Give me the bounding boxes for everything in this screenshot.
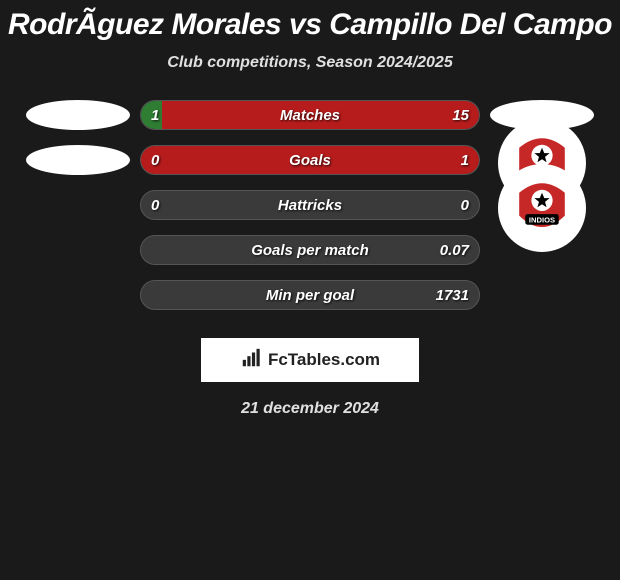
stat-bar: Goals per match 0.07: [140, 235, 480, 265]
branding-text: FcTables.com: [268, 350, 380, 370]
player-oval-left: [26, 100, 130, 130]
spacer: [26, 190, 130, 220]
spacer: [26, 280, 130, 310]
stat-row: Min per goal 1731: [0, 280, 620, 310]
stat-label: Goals per match: [141, 242, 479, 259]
page-title: RodrÃ­guez Morales vs Campillo Del Campo: [0, 8, 620, 42]
stat-row: 0 Hattricks 0 INDIOS: [0, 190, 620, 220]
stat-label: Goals: [141, 152, 479, 169]
team-logo-wrap: INDIOS: [490, 190, 594, 220]
stat-label: Matches: [141, 107, 479, 124]
stat-bar: Min per goal 1731: [140, 280, 480, 310]
stat-bar: 0 Hattricks 0: [140, 190, 480, 220]
svg-text:INDIOS: INDIOS: [529, 215, 555, 224]
team-logo: INDIOS: [498, 164, 586, 252]
player-oval-left: [26, 145, 130, 175]
branding-badge[interactable]: FcTables.com: [201, 338, 419, 382]
stat-bar: 1 Matches 15: [140, 100, 480, 130]
date-label: 21 december 2024: [0, 400, 620, 418]
subtitle: Club competitions, Season 2024/2025: [0, 54, 620, 72]
stat-value-right: 1731: [436, 287, 469, 304]
stat-bar: 0 Goals 1: [140, 145, 480, 175]
chart-icon: [240, 347, 262, 374]
stat-label: Min per goal: [141, 287, 479, 304]
spacer: [26, 235, 130, 265]
stat-value-right: 0.07: [440, 242, 469, 259]
stat-value-right: 0: [461, 197, 469, 214]
stat-value-right: 1: [461, 152, 469, 169]
stat-label: Hattricks: [141, 197, 479, 214]
spacer: [490, 280, 594, 310]
stat-value-right: 15: [452, 107, 469, 124]
